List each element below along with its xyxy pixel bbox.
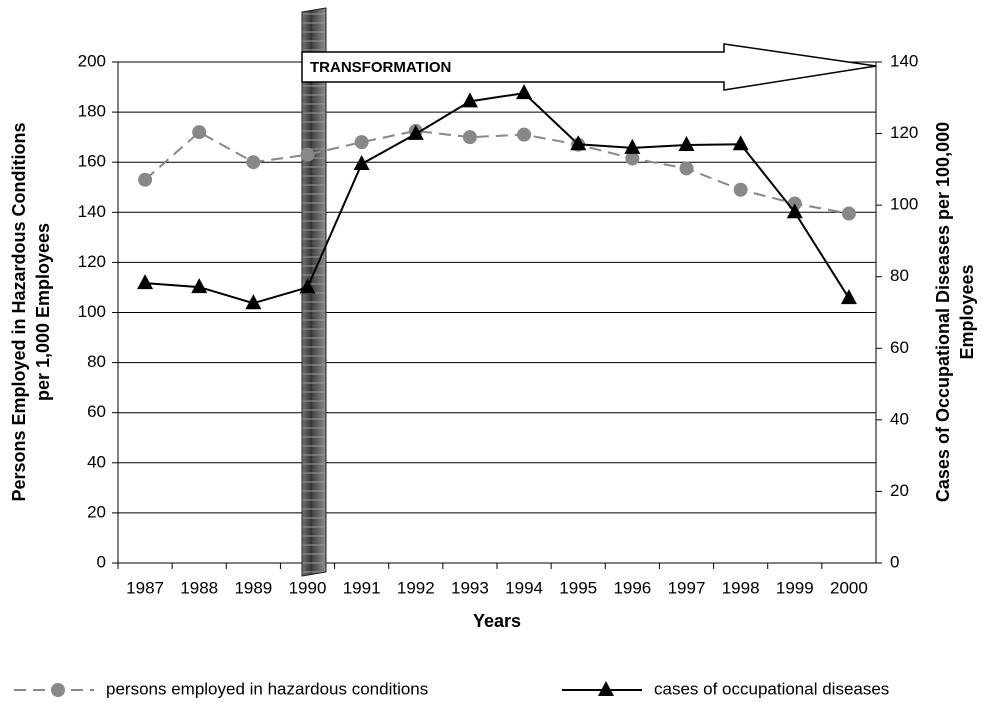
point	[570, 135, 587, 151]
point	[245, 294, 262, 310]
x-tick-label: 1994	[505, 578, 543, 597]
point	[299, 278, 316, 294]
point	[246, 155, 261, 170]
x-tick-label: 1992	[397, 578, 435, 597]
x-tick-label: 1996	[613, 578, 651, 597]
legend-label: persons employed in hazardous conditions	[106, 679, 428, 698]
x-tick-label: 1997	[668, 578, 706, 597]
x-tick-label: 1989	[234, 578, 272, 597]
y2-tick-label: 80	[890, 266, 909, 285]
point	[353, 154, 370, 170]
point	[840, 289, 857, 305]
point	[462, 130, 477, 145]
y-tick-label: 80	[87, 352, 106, 371]
y2-tick-label: 60	[890, 338, 909, 357]
point	[516, 84, 533, 100]
point	[625, 151, 640, 166]
point	[598, 681, 614, 696]
point	[732, 135, 749, 151]
y-tick-label: 100	[78, 302, 106, 321]
y2-tick-label: 140	[890, 51, 918, 70]
y-axis-title: Persons Employed in Hazardous Conditions	[9, 122, 29, 501]
x-tick-label: 1990	[289, 578, 327, 597]
x-tick-label: 1993	[451, 578, 489, 597]
point	[51, 683, 65, 697]
y-axis-title: per 1,000 Employees	[33, 223, 53, 401]
x-axis-title: Years	[473, 611, 521, 631]
point	[624, 138, 641, 154]
y-tick-label: 200	[78, 51, 106, 70]
y2-tick-label: 0	[890, 552, 899, 571]
point	[517, 127, 532, 142]
x-tick-label: 2000	[830, 578, 868, 597]
point	[138, 172, 153, 187]
point	[300, 147, 315, 162]
x-tick-label: 1998	[722, 578, 760, 597]
transformation-arrow	[301, 43, 877, 91]
x-tick-label: 1995	[559, 578, 597, 597]
point	[786, 203, 803, 219]
y2-tick-label: 100	[890, 195, 918, 214]
legend-label: cases of occupational diseases	[654, 679, 889, 698]
y2-axis-title: Employees	[957, 264, 977, 359]
x-tick-label: 1999	[776, 578, 814, 597]
x-tick-label: 1987	[126, 578, 164, 597]
x-tick-label: 1988	[180, 578, 218, 597]
y-tick-label: 160	[78, 152, 106, 171]
annotation: TRANSFORMATION	[310, 59, 451, 76]
series-line	[144, 129, 850, 215]
y2-tick-label: 120	[890, 123, 918, 142]
point	[407, 124, 424, 140]
y-tick-label: 140	[78, 202, 106, 221]
point	[679, 161, 694, 176]
point	[678, 136, 695, 152]
y-tick-label: 120	[78, 252, 106, 271]
point	[733, 182, 748, 197]
y-tick-label: 20	[87, 502, 106, 521]
point	[191, 278, 208, 294]
point	[841, 206, 856, 221]
y-tick-label: 180	[78, 102, 106, 121]
y2-tick-label: 40	[890, 409, 909, 428]
x-tick-label: 1991	[343, 578, 381, 597]
y-tick-label: 0	[97, 552, 106, 571]
y2-tick-label: 20	[890, 481, 909, 500]
y-tick-label: 40	[87, 452, 106, 471]
series-line	[144, 92, 850, 305]
y-tick-label: 60	[87, 402, 106, 421]
point	[137, 274, 154, 290]
y2-axis-title: Cases of Occupational Diseases per 100,0…	[933, 122, 953, 502]
point	[461, 92, 478, 108]
point	[192, 125, 207, 140]
point	[354, 135, 369, 150]
